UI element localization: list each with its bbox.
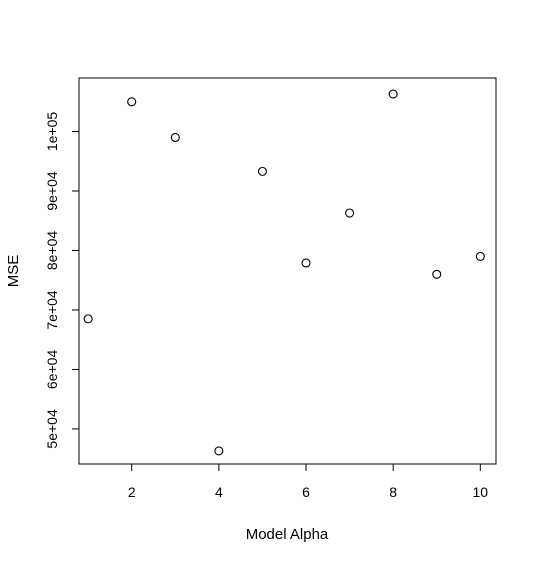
data-point (301, 258, 311, 268)
data-points (83, 89, 485, 456)
x-tick-label: 2 (128, 484, 136, 500)
x-axis: 2 4 6 8 10 (128, 463, 489, 500)
y-axis: 5e+04 6e+04 7e+04 8e+04 9e+04 1e+05 (44, 112, 80, 449)
y-tick-label: 5e+04 (44, 409, 60, 449)
data-point (170, 132, 180, 143)
y-axis-title: MSE (5, 255, 22, 288)
data-point (127, 97, 137, 107)
y-tick-label: 9e+04 (44, 171, 60, 211)
data-point (83, 314, 93, 324)
y-tick-label: 6e+04 (44, 350, 60, 390)
data-point (388, 89, 398, 99)
x-tick-label: 4 (215, 484, 223, 500)
x-tick-label: 8 (389, 484, 397, 500)
x-tick-label: 6 (302, 484, 310, 500)
data-point (214, 446, 224, 456)
y-tick-label: 1e+05 (44, 112, 60, 152)
y-tick-label: 7e+04 (44, 290, 60, 330)
data-point (257, 166, 267, 176)
x-tick-label: 10 (473, 484, 489, 500)
data-point (345, 208, 355, 218)
data-point (432, 269, 442, 279)
plot-frame (78, 77, 497, 465)
x-axis-title: Model Alpha (246, 526, 329, 543)
data-point (475, 251, 485, 261)
y-tick-label: 8e+04 (44, 231, 60, 271)
